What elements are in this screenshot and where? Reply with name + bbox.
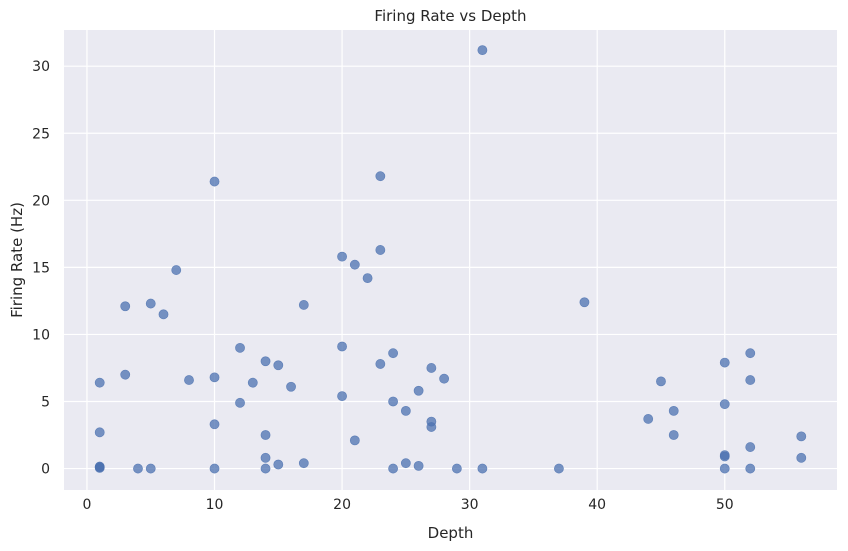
data-points: [94, 45, 807, 474]
x-tick-label: 50: [716, 497, 734, 513]
scatter-point: [668, 405, 679, 416]
scatter-point: [426, 422, 437, 432]
scatter-point: [235, 397, 245, 408]
scatter-point: [745, 348, 756, 359]
scatter-point: [158, 309, 169, 320]
scatter-point: [260, 430, 271, 440]
grid-lines: [64, 30, 837, 490]
scatter-point: [349, 435, 360, 446]
scatter-point: [477, 45, 488, 56]
scatter-point: [120, 369, 131, 380]
scatter-point: [656, 376, 666, 387]
scatter-point: [400, 458, 411, 469]
scatter-point: [668, 430, 679, 440]
scatter-point: [298, 300, 309, 310]
scatter-point: [337, 391, 347, 402]
x-tick-label: 30: [461, 497, 479, 513]
scatter-point: [260, 463, 271, 474]
chart-title: Firing Rate vs Depth: [374, 7, 526, 25]
x-tick-label: 0: [82, 497, 91, 513]
scatter-point: [643, 414, 654, 424]
scatter-point: [209, 372, 220, 383]
scatter-point: [209, 419, 220, 430]
scatter-point: [298, 458, 309, 469]
scatter-point: [260, 356, 271, 367]
scatter-point: [477, 463, 488, 474]
y-tick-label: 15: [32, 260, 50, 276]
plot-area: [64, 30, 837, 490]
scatter-point: [145, 298, 156, 309]
scatter-point: [426, 363, 437, 373]
scatter-point: [375, 359, 386, 369]
scatter-point: [171, 265, 182, 275]
scatter-point: [184, 375, 194, 385]
scatter-point: [349, 259, 360, 270]
scatter-point: [388, 348, 398, 359]
scatter-point: [719, 451, 730, 462]
scatter-point: [337, 251, 347, 262]
y-tick-labels: 0 5 10 15 20 25 30: [32, 59, 50, 477]
scatter-point: [209, 176, 220, 187]
scatter-point: [273, 459, 284, 470]
y-tick-label: 30: [32, 59, 50, 75]
scatter-point: [413, 460, 424, 471]
scatter-point: [796, 431, 807, 442]
scatter-point: [719, 357, 730, 368]
scatter-point: [719, 399, 730, 410]
scatter-point: [273, 360, 284, 371]
scatter-point: [375, 171, 386, 182]
scatter-point: [286, 381, 296, 392]
scatter-point: [94, 427, 105, 438]
x-axis-label: Depth: [428, 524, 474, 542]
scatter-point: [554, 463, 564, 474]
scatter-point: [145, 463, 156, 474]
scatter-point: [120, 301, 131, 312]
x-tick-label: 10: [206, 497, 224, 513]
scatter-point: [209, 463, 220, 474]
y-tick-label: 25: [32, 126, 50, 142]
scatter-point: [388, 463, 398, 474]
y-tick-label: 5: [41, 394, 50, 410]
scatter-point: [375, 245, 386, 255]
scatter-point: [745, 442, 756, 452]
scatter-point: [94, 462, 105, 473]
y-axis-label: Firing Rate (Hz): [8, 202, 26, 318]
scatter-point: [745, 463, 756, 474]
scatter-point: [388, 396, 398, 407]
scatter-point: [94, 377, 105, 388]
scatter-point: [719, 463, 730, 474]
scatter-point: [579, 297, 590, 308]
y-tick-label: 0: [41, 462, 50, 478]
scatter-point: [413, 385, 424, 396]
scatter-point: [451, 463, 462, 474]
scatter-point: [235, 342, 245, 353]
scatter-point: [439, 373, 450, 384]
y-tick-label: 20: [32, 193, 50, 209]
scatter-point: [796, 452, 807, 463]
y-tick-label: 10: [32, 327, 50, 343]
scatter-point: [337, 341, 347, 352]
scatter-point: [400, 405, 411, 416]
scatter-point: [362, 273, 373, 284]
x-tick-label: 40: [588, 497, 606, 513]
scatter-point: [133, 463, 143, 474]
x-tick-label: 20: [333, 497, 351, 513]
scatter-point: [247, 377, 258, 388]
scatter-point: [260, 452, 271, 463]
scatter-point: [745, 375, 756, 385]
x-tick-labels: 0 10 20 30 40 50: [82, 497, 733, 513]
